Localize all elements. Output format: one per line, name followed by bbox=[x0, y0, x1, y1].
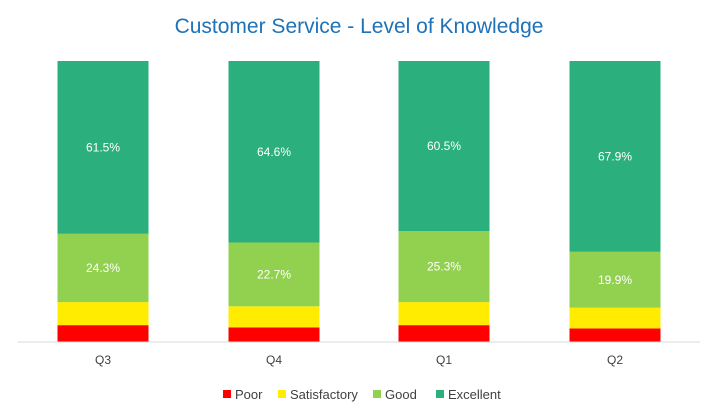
bar-excellent-q3 bbox=[57, 61, 149, 234]
data-label-good-q3: 24.3% bbox=[86, 261, 120, 275]
bar-satisfactory-q2 bbox=[569, 307, 661, 329]
bar-poor-q3 bbox=[57, 325, 149, 342]
data-label-excellent-q3: 61.5% bbox=[86, 140, 120, 154]
data-label-good-q1: 25.3% bbox=[427, 260, 461, 274]
bar-good-q1 bbox=[398, 231, 490, 303]
chart-title: Customer Service - Level of Knowledge bbox=[175, 15, 544, 38]
legend-label-poor: Poor bbox=[235, 387, 263, 402]
x-tick-label-q1: Q1 bbox=[436, 353, 452, 367]
legend-swatch-satisfactory bbox=[278, 390, 286, 398]
x-tick-label-q3: Q3 bbox=[95, 353, 111, 367]
bar-good-q3 bbox=[57, 233, 149, 303]
bar-excellent-q4 bbox=[228, 61, 320, 243]
x-tick-label-q2: Q2 bbox=[607, 353, 623, 367]
bar-good-q2 bbox=[569, 251, 661, 308]
bar-excellent-q2 bbox=[569, 61, 661, 252]
x-tick-label-q4: Q4 bbox=[266, 353, 282, 367]
data-label-excellent-q2: 67.9% bbox=[598, 149, 632, 163]
legend-item-satisfactory: Satisfactory bbox=[278, 387, 358, 402]
bar-poor-q2 bbox=[569, 328, 661, 342]
legend-label-excellent: Excellent bbox=[448, 387, 501, 402]
legend-swatch-excellent bbox=[436, 390, 444, 398]
data-label-excellent-q1: 60.5% bbox=[427, 139, 461, 153]
bar-excellent-q1 bbox=[398, 61, 490, 232]
x-tick-labels: Q3 Q4 Q1 Q2 bbox=[95, 353, 623, 367]
legend-label-good: Good bbox=[385, 387, 417, 402]
bar-satisfactory-q3 bbox=[57, 302, 149, 326]
data-label-excellent-q4: 64.6% bbox=[257, 145, 291, 159]
legend-item-poor: Poor bbox=[223, 387, 263, 402]
bar-satisfactory-q1 bbox=[398, 302, 490, 326]
bar-good-q4 bbox=[228, 242, 320, 307]
legend-swatch-good bbox=[373, 390, 381, 398]
legend-item-excellent: Excellent bbox=[436, 387, 501, 402]
bars-layer: 24.3% 61.5% 22.7% 64.6% 25.3% 60.5% 19.9% 67.9% bbox=[57, 61, 661, 342]
bar-poor-q1 bbox=[398, 325, 490, 342]
legend-label-satisfactory: Satisfactory bbox=[290, 387, 358, 402]
bar-poor-q4 bbox=[228, 327, 320, 342]
legend: Poor Satisfactory Good Excellent bbox=[223, 387, 501, 402]
legend-item-good: Good bbox=[373, 387, 417, 402]
data-label-good-q2: 19.9% bbox=[598, 273, 632, 287]
data-label-good-q4: 22.7% bbox=[257, 267, 291, 281]
bar-satisfactory-q4 bbox=[228, 306, 320, 328]
legend-swatch-poor bbox=[223, 390, 231, 398]
